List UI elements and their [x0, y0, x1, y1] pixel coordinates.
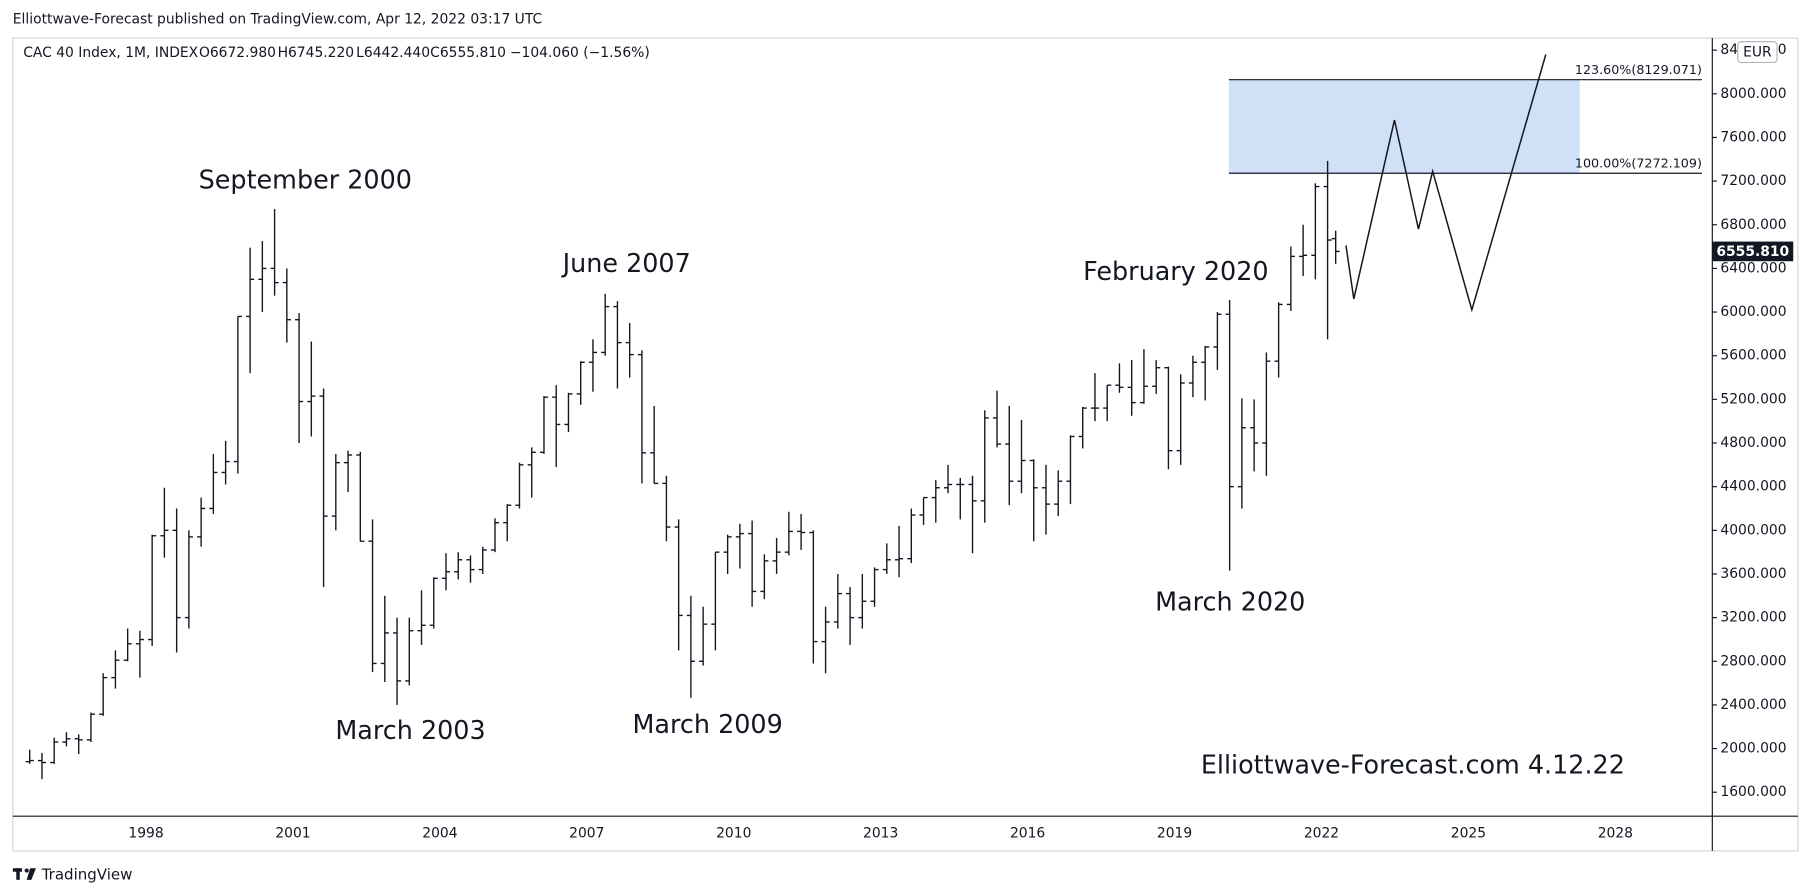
projection-path — [1345, 54, 1547, 313]
y-tick-label: 6000.000 — [1720, 304, 1786, 320]
y-tick-label: 3600.000 — [1720, 566, 1786, 582]
annotation: June 2007 — [561, 248, 691, 278]
footer: TradingView — [41, 866, 133, 884]
x-tick-label: 2022 — [1304, 826, 1339, 842]
fib-label: 100.00%(7272.109) — [1575, 155, 1702, 170]
target-zone — [1228, 79, 1580, 174]
y-tick-label: 4400.000 — [1720, 479, 1786, 495]
y-tick-label: 5200.000 — [1720, 391, 1786, 407]
annotation: March 2003 — [335, 715, 485, 745]
y-tick-label: 8000.000 — [1720, 86, 1786, 102]
x-tick-label: 2004 — [422, 826, 457, 842]
y-tick-label: 2000.000 — [1720, 741, 1786, 757]
x-tick-label: 2007 — [569, 826, 604, 842]
x-tick-label: 2013 — [863, 826, 898, 842]
annotation: March 2020 — [1155, 586, 1305, 616]
y-tick-label: 6800.000 — [1720, 217, 1786, 233]
x-tick-label: 2025 — [1451, 826, 1486, 842]
y-tick-label: 7200.000 — [1720, 173, 1786, 189]
annotation: February 2020 — [1083, 256, 1268, 286]
header: Elliottwave-Forecast published on Tradin… — [13, 12, 542, 28]
watermark: Elliottwave-Forecast.com 4.12.22 — [1201, 750, 1625, 780]
legend-value: C6555.810 — [430, 45, 506, 61]
y-tick-label: 7600.000 — [1720, 129, 1786, 145]
x-tick-label: 2010 — [716, 826, 751, 842]
y-tick-label: 4800.000 — [1720, 435, 1786, 451]
y-tick-label: 2800.000 — [1720, 653, 1786, 669]
annotation: September 2000 — [199, 165, 412, 195]
legend-value: −104.060 (−1.56%) — [510, 45, 650, 61]
y-tick-label: 2400.000 — [1720, 697, 1786, 713]
annotation: March 2009 — [633, 709, 783, 739]
legend-value: H6745.220 — [278, 45, 355, 61]
last-price-badge — [1712, 241, 1794, 262]
legend-value: L6442.440 — [356, 45, 430, 61]
y-tick-label: 3200.000 — [1720, 610, 1786, 626]
legend-value: O6672.980 — [199, 45, 276, 61]
x-tick-label: 2028 — [1598, 826, 1633, 842]
tv-logo — [12, 868, 36, 880]
fib-label: 123.60%(8129.071) — [1575, 62, 1702, 77]
currency: EUR — [1743, 45, 1772, 61]
y-tick-label: 6400.000 — [1720, 260, 1786, 276]
currency-badge — [1737, 41, 1778, 64]
y-tick-label: 1600.000 — [1720, 784, 1786, 800]
x-tick-label: 1998 — [128, 826, 163, 842]
symbol: CAC 40 Index, 1M, INDEX — [23, 45, 198, 61]
y-tick-label: 4000.000 — [1720, 522, 1786, 538]
chart-frame — [12, 37, 1799, 852]
x-tick-label: 2016 — [1010, 826, 1045, 842]
x-tick-label: 2019 — [1157, 826, 1192, 842]
last-price-label: 6555.810 — [1716, 244, 1789, 260]
y-tick-label: 5600.000 — [1720, 348, 1786, 364]
x-tick-label: 2001 — [275, 826, 310, 842]
